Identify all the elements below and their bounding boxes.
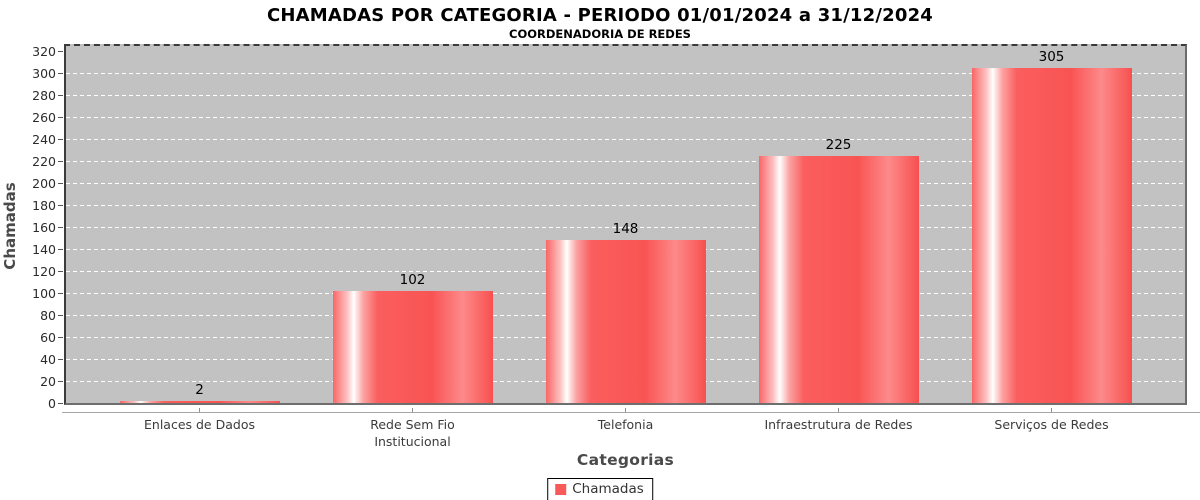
x-tick-mark-0 [199, 408, 200, 412]
gridline-180 [66, 205, 1185, 207]
y-tick-label-80: 80 [40, 307, 56, 323]
category-label-2: Telefonia [597, 417, 654, 432]
x-tick-mark-1 [412, 408, 413, 412]
y-tick-mark-240 [58, 139, 63, 141]
y-tick-label-160: 160 [32, 219, 56, 235]
y-tick-mark-320 [58, 51, 63, 53]
y-tick-label-60: 60 [40, 329, 56, 345]
y-tick-mark-120 [58, 271, 63, 273]
gridline-240 [66, 139, 1185, 141]
x-tick-mark-3 [838, 408, 839, 412]
y-tick-mark-100 [58, 293, 63, 295]
bar-Serviços de Redes [971, 67, 1132, 403]
category-label-1: Rede Sem Fio Institucional [370, 417, 455, 449]
gridline-200 [66, 183, 1185, 185]
gridline-300 [66, 73, 1185, 75]
y-tick-mark-80 [58, 315, 63, 317]
y-tick-label-300: 300 [32, 65, 56, 81]
legend-swatch-chamadas [555, 483, 567, 495]
x-tick-mark-4 [1051, 408, 1052, 412]
y-tick-label-20: 20 [40, 373, 56, 389]
gridline-160 [66, 227, 1185, 229]
y-tick-label-240: 240 [32, 131, 56, 147]
y-tick-mark-300 [58, 73, 63, 75]
x-axis-title: Categorias [576, 451, 675, 469]
bar-value-label: 102 [399, 271, 426, 288]
y-tick-mark-160 [58, 227, 63, 229]
y-tick-mark-140 [58, 249, 63, 251]
y-tick-mark-20 [58, 381, 63, 383]
legend: Chamadas [547, 478, 653, 500]
y-tick-label-220: 220 [32, 153, 56, 169]
gridline-260 [66, 117, 1185, 119]
category-label-0: Enlaces de Dados [144, 417, 255, 432]
bar-Telefonia [545, 240, 706, 403]
chart-title: CHAMADAS POR CATEGORIA - PERIODO 01/01/2… [266, 5, 934, 26]
category-label-4: Serviços de Redes [994, 417, 1109, 432]
y-tick-label-0: 0 [48, 395, 56, 411]
category-label-3: Infraestrutura de Redes [764, 417, 913, 432]
y-tick-label-140: 140 [32, 241, 56, 257]
y-tick-label-260: 260 [32, 109, 56, 125]
y-tick-mark-200 [58, 183, 63, 185]
plot-area: 2 102 148 225 305 [64, 44, 1187, 405]
bar-value-label: 225 [825, 136, 852, 153]
y-tick-label-180: 180 [32, 197, 56, 213]
y-tick-mark-60 [58, 337, 63, 339]
y-tick-mark-180 [58, 205, 63, 207]
y-tick-label-100: 100 [32, 285, 56, 301]
y-tick-mark-40 [58, 359, 63, 361]
bar-Enlaces de Dados [119, 400, 280, 403]
y-tick-label-120: 120 [32, 263, 56, 279]
x-axis-line [62, 412, 1200, 413]
gridline-280 [66, 95, 1185, 97]
y-tick-mark-280 [58, 95, 63, 97]
y-tick-mark-0 [58, 403, 63, 404]
chart-subtitle: COORDENADORIA DE REDES [509, 27, 691, 41]
y-tick-label-320: 320 [32, 43, 56, 59]
y-tick-label-280: 280 [32, 87, 56, 103]
x-tick-mark-2 [625, 408, 626, 412]
bar-value-label: 148 [612, 221, 639, 238]
gridline-220 [66, 161, 1185, 163]
bar-value-label: 2 [195, 381, 204, 398]
bar-value-label: 305 [1038, 48, 1065, 65]
y-tick-label-40: 40 [40, 351, 56, 367]
legend-label: Chamadas [572, 481, 644, 497]
bar-Rede Sem Fio Institucional [332, 290, 493, 403]
y-tick-mark-220 [58, 161, 63, 163]
y-tick-label-200: 200 [32, 175, 56, 191]
y-tick-mark-260 [58, 117, 63, 119]
bar-Infraestrutura de Redes [758, 155, 919, 403]
